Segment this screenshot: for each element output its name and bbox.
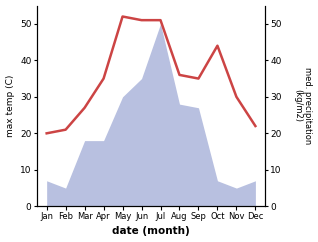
X-axis label: date (month): date (month) xyxy=(112,227,190,236)
Y-axis label: max temp (C): max temp (C) xyxy=(5,75,15,137)
Y-axis label: med. precipitation
(kg/m2): med. precipitation (kg/m2) xyxy=(293,67,313,144)
